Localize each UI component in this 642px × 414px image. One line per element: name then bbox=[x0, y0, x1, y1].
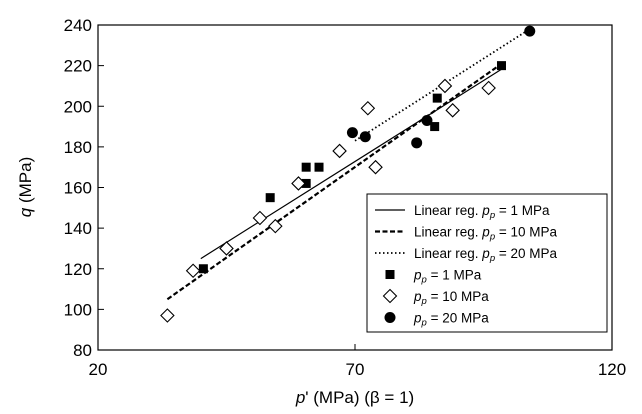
data-point-square bbox=[301, 162, 311, 172]
legend-box bbox=[366, 193, 608, 333]
data-point-square bbox=[432, 93, 442, 103]
y-axis-label: q (MPa) bbox=[16, 157, 35, 217]
legend-symbol: p bbox=[413, 289, 422, 304]
y-label-unit: (MPa) bbox=[16, 157, 35, 208]
x-tick-label: 70 bbox=[346, 360, 365, 379]
legend-subscript: p bbox=[489, 253, 495, 264]
legend-value: = 1 MPa bbox=[495, 203, 550, 218]
y-tick-label: 200 bbox=[64, 97, 92, 116]
data-point-circle bbox=[421, 114, 433, 126]
data-point-diamond bbox=[252, 210, 268, 226]
data-point-square bbox=[430, 122, 440, 132]
data-point-square bbox=[265, 193, 275, 203]
legend-label: pp = 1 MPa bbox=[413, 268, 482, 286]
legend-label: Linear reg. pp = 10 MPa bbox=[414, 225, 558, 243]
legend-marker-circle bbox=[384, 312, 396, 323]
legend-value: = 10 MPa bbox=[495, 225, 557, 240]
data-points bbox=[160, 25, 536, 323]
plot-frame bbox=[97, 24, 613, 351]
legend-subscript: p bbox=[489, 232, 495, 243]
regression-line-dashed bbox=[166, 64, 500, 301]
y-tick-label: 120 bbox=[64, 260, 92, 279]
legend-item: pp = 10 MPa bbox=[382, 288, 489, 307]
x-tick-label: 120 bbox=[598, 360, 626, 379]
data-point-diamond bbox=[268, 218, 283, 234]
legend-subscript: p bbox=[421, 318, 427, 329]
legend-value: = 10 MPa bbox=[427, 289, 489, 304]
x-label-unit: ' (MPa) (β = 1) bbox=[305, 388, 414, 407]
data-point-diamond bbox=[291, 176, 306, 191]
x-axis-label: p' (MPa) (β = 1) bbox=[295, 388, 414, 407]
data-point-diamond bbox=[360, 101, 376, 116]
data-point-circle bbox=[346, 127, 358, 139]
legend-label: Linear reg. pp = 20 MPa bbox=[414, 246, 558, 264]
y-tick-label: 140 bbox=[64, 219, 92, 238]
regression-line-dotted bbox=[354, 28, 531, 142]
legend-value: = 20 MPa bbox=[495, 246, 557, 261]
y-tick-label: 220 bbox=[64, 57, 92, 76]
x-label-symbol: p bbox=[295, 388, 305, 407]
legend-item: Linear reg. pp = 10 MPa bbox=[375, 225, 558, 243]
axis-ticks: 20 70 120 80 100 120 140 160 180 200 220 240 bbox=[64, 16, 627, 379]
y-tick-label: 180 bbox=[64, 138, 92, 157]
y-tick-label: 80 bbox=[73, 341, 92, 360]
y-tick-label: 240 bbox=[64, 16, 92, 35]
legend-symbol: p bbox=[481, 203, 490, 218]
data-point-diamond bbox=[160, 308, 175, 323]
regression-lines bbox=[166, 28, 531, 301]
legend-item: pp = 20 MPa bbox=[384, 311, 489, 329]
legend-item: pp = 1 MPa bbox=[385, 268, 482, 286]
legend-text-prefix: Linear reg. bbox=[414, 246, 482, 261]
x-tick-label: 20 bbox=[89, 360, 108, 379]
data-point-square bbox=[198, 264, 208, 274]
legend-subscript: p bbox=[421, 296, 427, 307]
data-point-diamond bbox=[368, 159, 383, 175]
data-point-diamond bbox=[437, 78, 453, 94]
legend-symbol: p bbox=[481, 225, 490, 240]
legend-symbol: p bbox=[413, 311, 422, 326]
legend-item: Linear reg. pp = 20 MPa bbox=[375, 246, 558, 264]
data-point-square bbox=[496, 61, 506, 71]
regression-line-solid bbox=[200, 67, 505, 260]
legend-symbol: p bbox=[481, 246, 490, 261]
data-point-square bbox=[314, 162, 324, 172]
data-point-circle bbox=[359, 131, 371, 143]
legend-marker-square bbox=[385, 270, 395, 279]
legend-label: pp = 20 MPa bbox=[413, 311, 489, 329]
legend-value: = 1 MPa bbox=[427, 268, 482, 283]
data-point-diamond bbox=[332, 143, 347, 159]
data-point-square bbox=[301, 178, 311, 188]
data-point-diamond bbox=[481, 80, 496, 96]
legend-value: = 20 MPa bbox=[427, 311, 489, 326]
data-point-diamond bbox=[445, 103, 460, 118]
legend-label: Linear reg. pp = 1 MPa bbox=[414, 203, 550, 221]
data-point-circle bbox=[524, 25, 536, 37]
data-point-diamond bbox=[185, 263, 201, 279]
legend-text-prefix: Linear reg. bbox=[414, 203, 482, 218]
legend-symbol: p bbox=[413, 268, 422, 283]
y-tick-label: 100 bbox=[64, 300, 92, 319]
data-point-circle bbox=[411, 137, 423, 149]
legend-text-prefix: Linear reg. bbox=[414, 225, 482, 240]
legend-subscript: p bbox=[421, 275, 427, 286]
y-label-symbol: q bbox=[16, 207, 35, 217]
legend-label: pp = 10 MPa bbox=[413, 289, 489, 307]
legend-marker-diamond bbox=[382, 288, 398, 304]
legend-item: Linear reg. pp = 1 MPa bbox=[375, 203, 550, 221]
y-tick-label: 160 bbox=[64, 179, 92, 198]
data-point-diamond bbox=[219, 241, 234, 256]
legend-subscript: p bbox=[489, 210, 495, 221]
